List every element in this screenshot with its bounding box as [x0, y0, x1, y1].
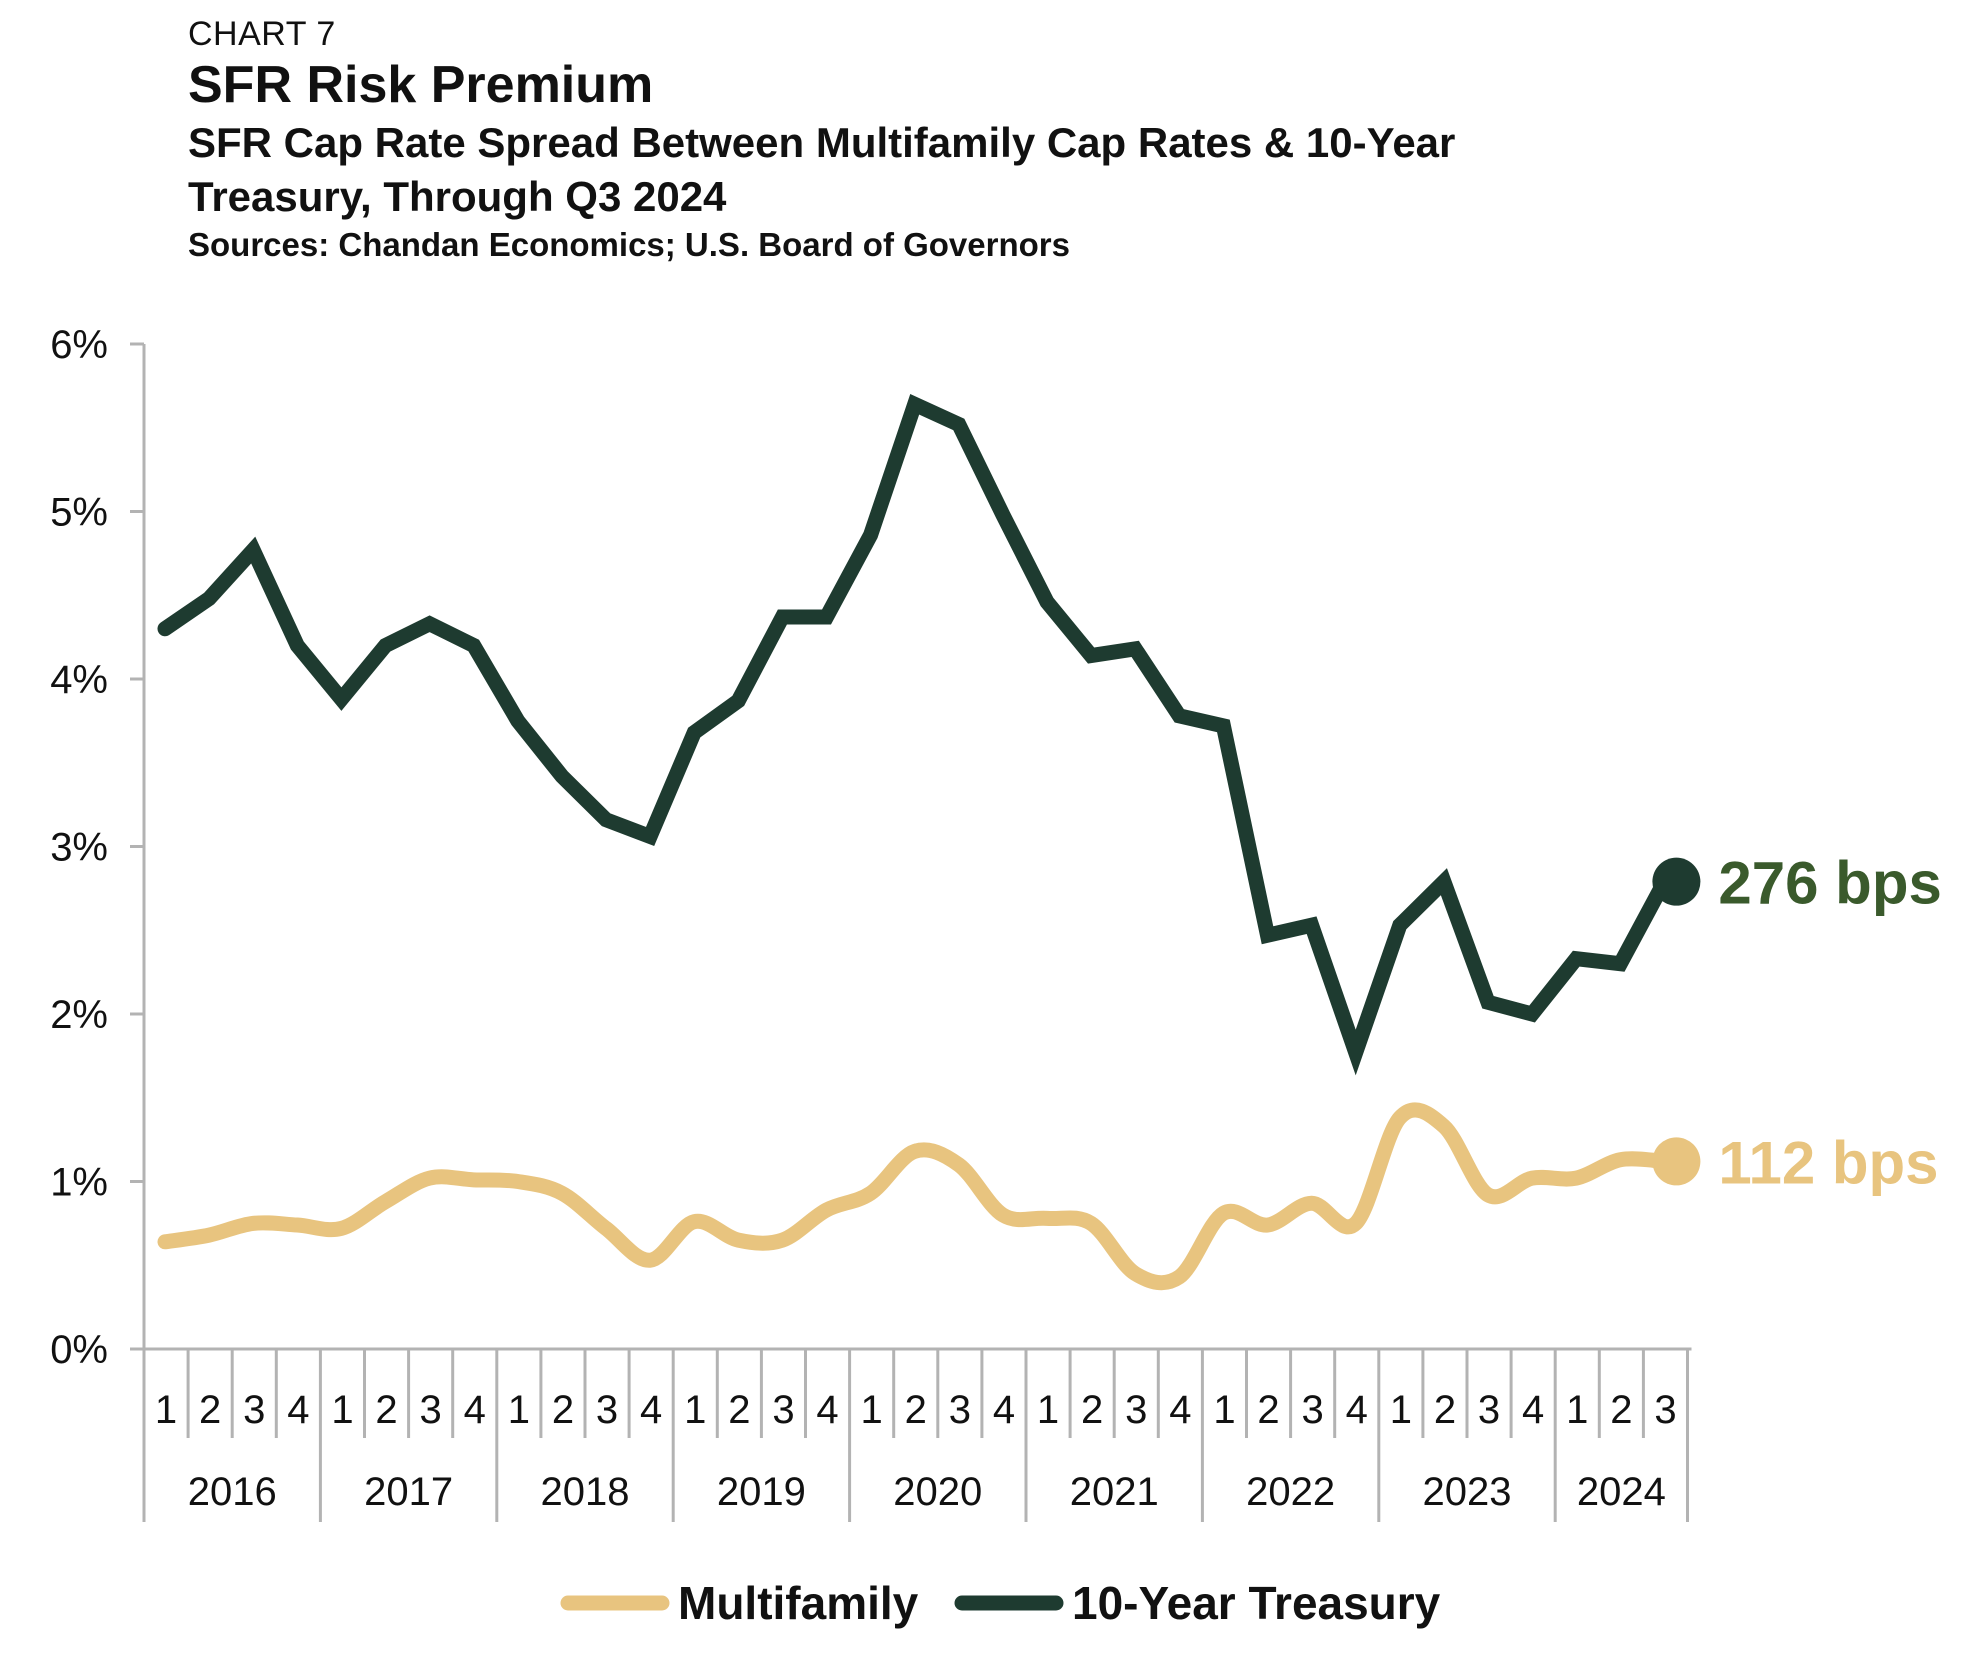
x-quarter-label: 3 — [243, 1388, 265, 1432]
y-tick-label: 2% — [50, 993, 108, 1037]
series-line-multifamily — [157, 1102, 1672, 1291]
x-quarter-label: 1 — [155, 1388, 177, 1432]
x-quarter-label: 2 — [905, 1388, 927, 1432]
x-quarter-label: 2 — [1081, 1388, 1103, 1432]
x-quarter-label: 1 — [1566, 1388, 1588, 1432]
x-year-label: 2020 — [893, 1470, 982, 1514]
x-quarter-label: 1 — [861, 1388, 883, 1432]
x-quarter-label: 3 — [1125, 1388, 1147, 1432]
x-quarter-label: 2 — [552, 1388, 574, 1432]
y-tick-label: 3% — [50, 826, 108, 870]
series-end-marker — [1652, 857, 1701, 906]
chart-sources: Sources: Chandan Economics; U.S. Board o… — [188, 226, 1070, 263]
chart-header: CHART 7 SFR Risk Premium SFR Cap Rate Sp… — [188, 14, 1488, 266]
series-end-label: 112 bps — [1718, 1129, 1938, 1196]
x-quarter-label: 4 — [1522, 1388, 1544, 1432]
legend-label: Multifamily — [678, 1577, 919, 1629]
x-quarter-label: 3 — [772, 1388, 794, 1432]
chart-subtitle: SFR Cap Rate Spread Between Multifamily … — [188, 119, 1456, 220]
x-quarter-label: 1 — [1390, 1388, 1412, 1432]
x-quarter-label: 3 — [949, 1388, 971, 1432]
x-quarter-label: 2 — [1434, 1388, 1456, 1432]
legend-label: 10-Year Treasury — [1072, 1577, 1441, 1629]
x-year-label: 2021 — [1070, 1470, 1159, 1514]
x-year-label: 2022 — [1246, 1470, 1335, 1514]
x-quarter-label: 4 — [1169, 1388, 1191, 1432]
y-tick-label: 6% — [50, 323, 108, 367]
x-year-label: 2017 — [364, 1470, 453, 1514]
series-line-treasury — [157, 394, 1672, 1076]
x-quarter-label: 2 — [199, 1388, 221, 1432]
x-quarter-label: 1 — [1213, 1388, 1235, 1432]
x-quarter-label: 3 — [1654, 1388, 1676, 1432]
x-quarter-label: 2 — [375, 1388, 397, 1432]
series-end-marker — [1652, 1137, 1701, 1186]
x-quarter-label: 1 — [1037, 1388, 1059, 1432]
x-quarter-label: 3 — [596, 1388, 618, 1432]
y-tick-label: 0% — [50, 1328, 108, 1372]
chart-legend: Multifamily 10-Year Treasury — [560, 1577, 1441, 1629]
x-year-label: 2019 — [717, 1470, 806, 1514]
end-labels: 112 bps 276 bps — [1718, 850, 1941, 1197]
chart-kicker: CHART 7 — [188, 15, 336, 53]
x-quarter-label: 4 — [816, 1388, 838, 1432]
x-quarter-label: 2 — [728, 1388, 750, 1432]
x-quarter-label: 4 — [993, 1388, 1015, 1432]
x-quarter-label: 4 — [640, 1388, 662, 1432]
x-year-label: 2016 — [188, 1470, 277, 1514]
x-quarter-label: 4 — [287, 1388, 309, 1432]
x-year-label: 2023 — [1423, 1470, 1512, 1514]
x-quarter-label: 3 — [1478, 1388, 1500, 1432]
x-year-label: 2024 — [1577, 1470, 1666, 1514]
x-year-label: 2018 — [541, 1470, 630, 1514]
x-quarter-label: 4 — [1346, 1388, 1368, 1432]
y-tick-label: 1% — [50, 1161, 108, 1205]
x-quarter-label: 2 — [1610, 1388, 1632, 1432]
x-quarter-label: 4 — [464, 1388, 486, 1432]
y-tick-label: 4% — [50, 658, 108, 702]
x-quarter-label: 2 — [1257, 1388, 1279, 1432]
y-tick-label: 5% — [50, 491, 108, 535]
chart-title: SFR Risk Premium — [188, 56, 654, 114]
series-end-label: 276 bps — [1718, 850, 1941, 917]
series-layer — [157, 394, 1701, 1291]
x-quarter-label: 3 — [420, 1388, 442, 1432]
chart-axes: 0%1%2%3%4%5%6%1 2 3 4 1 2 3 4 1 2 3 4 1 2 3 4 1 2 3 4 1 2 3 4 1 2… — [50, 323, 1692, 1522]
x-quarter-label: 3 — [1302, 1388, 1324, 1432]
x-quarter-label: 1 — [684, 1388, 706, 1432]
x-quarter-label: 1 — [331, 1388, 353, 1432]
x-quarter-label: 1 — [508, 1388, 530, 1432]
